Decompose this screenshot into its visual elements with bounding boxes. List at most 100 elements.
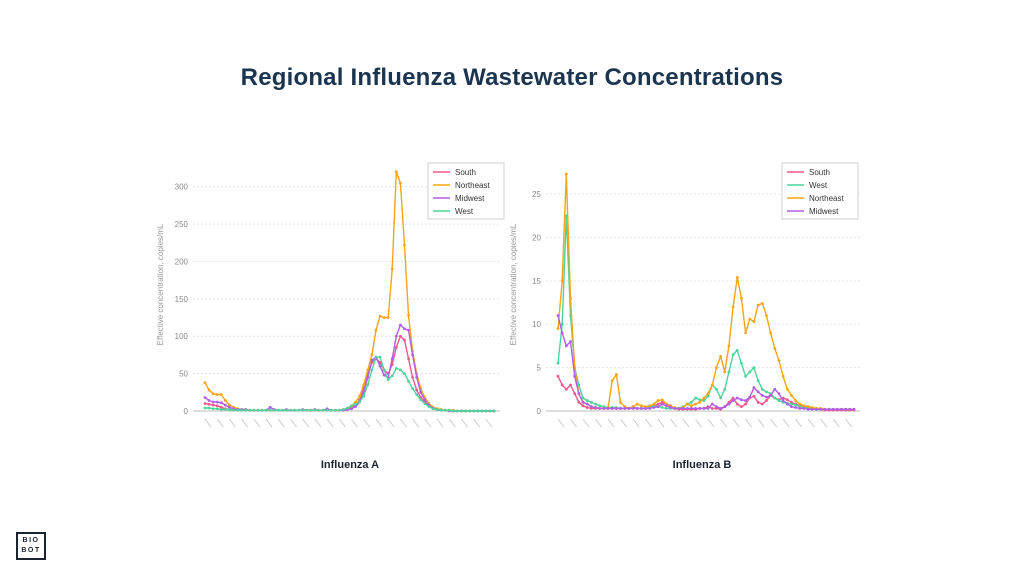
data-point-west: [219, 408, 223, 411]
data-point-midwest: [752, 386, 756, 389]
data-point-west: [276, 408, 280, 412]
data-point-west: [256, 408, 260, 412]
data-point-midwest: [569, 340, 572, 343]
data-point-midwest: [806, 407, 810, 411]
x-tick-mark: [424, 418, 432, 428]
data-point-northeast: [374, 328, 378, 332]
data-point-northeast: [765, 314, 768, 317]
data-point-west: [260, 408, 264, 412]
data-point-midwest: [556, 314, 560, 317]
x-tick-mark: [436, 418, 444, 428]
data-point-west: [350, 404, 353, 408]
data-point-northeast: [366, 368, 370, 372]
data-point-west: [752, 366, 756, 370]
data-point-northeast: [660, 398, 664, 402]
data-point-midwest: [798, 406, 802, 410]
x-tick-mark: [448, 418, 456, 428]
data-point-midwest: [698, 406, 702, 410]
data-point-northeast: [715, 366, 718, 370]
data-point-midwest: [706, 406, 710, 410]
data-point-south: [752, 394, 756, 398]
data-point-northeast: [207, 388, 211, 392]
data-point-northeast: [619, 400, 622, 404]
x-tick-mark: [241, 418, 249, 428]
data-point-west: [719, 396, 722, 400]
x-tick-mark: [216, 418, 224, 428]
data-point-west: [346, 406, 349, 410]
data-point-northeast: [211, 392, 215, 396]
data-point-west: [268, 408, 272, 412]
x-tick-mark: [832, 418, 840, 428]
data-point-south: [577, 400, 581, 404]
data-point-south: [207, 402, 211, 406]
data-point-midwest: [852, 407, 856, 411]
data-point-midwest: [407, 328, 410, 332]
data-point-west: [777, 399, 781, 402]
data-point-midwest: [635, 406, 639, 410]
data-point-south: [569, 383, 572, 387]
data-point-west: [435, 408, 439, 411]
x-tick-mark: [204, 418, 212, 428]
data-point-west: [236, 408, 239, 412]
x-tick-mark: [745, 418, 753, 428]
data-point-south: [215, 404, 219, 408]
legend-label-northeast: Northeast: [455, 181, 490, 190]
data-point-northeast: [748, 317, 752, 321]
data-point-west: [773, 396, 777, 400]
data-point-midwest: [370, 358, 374, 362]
data-point-west: [297, 408, 301, 412]
data-point-west: [398, 368, 402, 372]
x-tick-mark: [375, 418, 383, 428]
x-tick-mark: [253, 418, 261, 428]
x-tick-mark: [399, 418, 407, 428]
data-point-midwest: [844, 407, 848, 411]
x-tick-mark: [351, 418, 358, 428]
data-point-midwest: [228, 405, 231, 409]
data-point-west: [464, 409, 467, 413]
x-tick-mark: [363, 418, 371, 428]
data-point-west: [313, 408, 317, 412]
data-point-west: [694, 396, 697, 400]
data-point-northeast: [802, 404, 806, 408]
data-point-west: [472, 409, 476, 413]
data-point-west: [468, 409, 471, 413]
x-tick-mark: [720, 418, 727, 428]
legend-label-south: South: [455, 168, 476, 177]
data-point-west: [476, 409, 480, 413]
data-point-west: [760, 387, 764, 391]
data-point-northeast: [740, 296, 743, 300]
data-point-west: [439, 408, 443, 412]
x-tick-mark: [387, 418, 395, 428]
series-line-midwest: [204, 324, 494, 412]
data-point-northeast: [370, 353, 374, 357]
data-point-west: [215, 407, 219, 411]
data-point-west: [427, 405, 431, 408]
data-point-midwest: [644, 406, 647, 410]
data-point-northeast: [769, 331, 773, 335]
logo-line-2: BOT: [21, 547, 41, 554]
data-point-west: [280, 408, 284, 412]
data-point-midwest: [748, 395, 752, 399]
data-point-west: [660, 406, 664, 409]
data-point-midwest: [785, 402, 789, 406]
data-point-midwest: [419, 390, 423, 394]
data-point-midwest: [777, 392, 781, 396]
series-line-south: [557, 375, 854, 411]
data-point-northeast: [386, 316, 390, 319]
data-point-west: [252, 408, 256, 412]
data-point-northeast: [744, 331, 748, 335]
data-point-west: [723, 387, 727, 391]
data-point-west: [248, 408, 252, 412]
data-point-south: [785, 398, 789, 402]
data-point-south: [765, 399, 768, 402]
data-point-midwest: [756, 390, 760, 394]
data-point-west: [378, 355, 382, 359]
data-point-midwest: [606, 406, 610, 410]
data-point-south: [560, 383, 564, 387]
data-point-midwest: [411, 353, 414, 357]
chart-panel-1: 0 5 10 15 20 25 Effective concentration, copie…: [509, 162, 860, 428]
data-point-northeast: [727, 344, 731, 348]
data-point-northeast: [690, 404, 693, 408]
data-point-midwest: [594, 406, 597, 409]
data-point-northeast: [407, 313, 410, 317]
